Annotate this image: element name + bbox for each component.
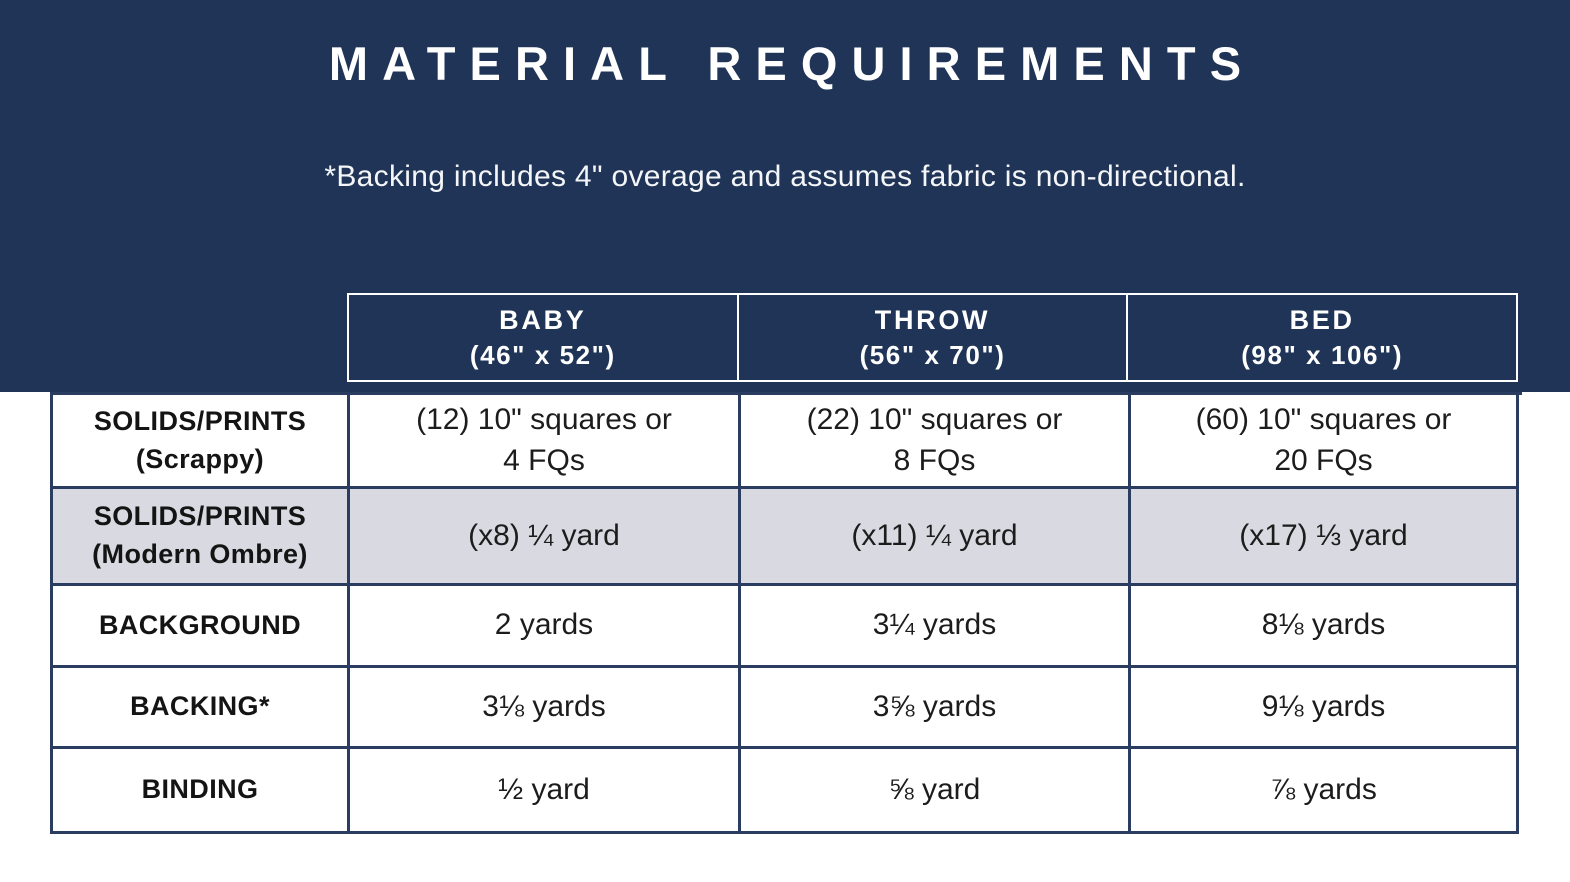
backing-note: *Backing includes 4" overage and assumes… [324, 160, 1246, 193]
page-title: MATERIAL REQUIREMENTS [328, 37, 1256, 90]
column-header-baby: BABY (46" x 52") [349, 295, 737, 380]
cell-throw: 3⅝ yards [741, 668, 1131, 749]
column-header-bed: BED (98" x 106") [1126, 295, 1516, 380]
cell-baby: 2 yards [350, 586, 741, 668]
cell-bed: (x17) ⅓ yard [1131, 489, 1519, 586]
cell-bed: (60) 10" squares or 20 FQs [1131, 395, 1519, 489]
cell-bed: 8⅛ yards [1131, 586, 1519, 668]
row-label: BACKGROUND [53, 586, 350, 668]
cell-throw: ⅝ yard [741, 749, 1131, 834]
row-label: BACKING* [53, 668, 350, 749]
column-size: (56" x 70") [859, 340, 1006, 371]
column-label: THROW [874, 304, 991, 335]
cell-baby: 3⅛ yards [350, 668, 741, 749]
row-label: SOLIDS/PRINTS (Modern Ombre) [53, 489, 350, 586]
column-header-throw: THROW (56" x 70") [736, 295, 1127, 380]
column-label: BABY [499, 304, 587, 335]
row-label: BINDING [53, 749, 350, 834]
cell-baby: (x8) ¼ yard [350, 489, 741, 586]
cell-throw: (22) 10" squares or 8 FQs [741, 395, 1131, 489]
table-column-headers: BABY (46" x 52") THROW (56" x 70") BED (… [347, 293, 1518, 382]
cell-throw: 3¼ yards [741, 586, 1131, 668]
cell-throw: (x11) ¼ yard [741, 489, 1131, 586]
cell-baby: (12) 10" squares or 4 FQs [350, 395, 741, 489]
column-size: (98" x 106") [1241, 340, 1404, 371]
header-banner [0, 0, 1570, 392]
column-size: (46" x 52") [469, 340, 616, 371]
cell-baby: ½ yard [350, 749, 741, 834]
column-label: BED [1289, 304, 1355, 335]
row-label: SOLIDS/PRINTS (Scrappy) [53, 395, 350, 489]
cell-bed: ⅞ yards [1131, 749, 1519, 834]
cell-bed: 9⅛ yards [1131, 668, 1519, 749]
material-requirements-table: SOLIDS/PRINTS (Scrappy) (12) 10" squares… [50, 392, 1522, 834]
